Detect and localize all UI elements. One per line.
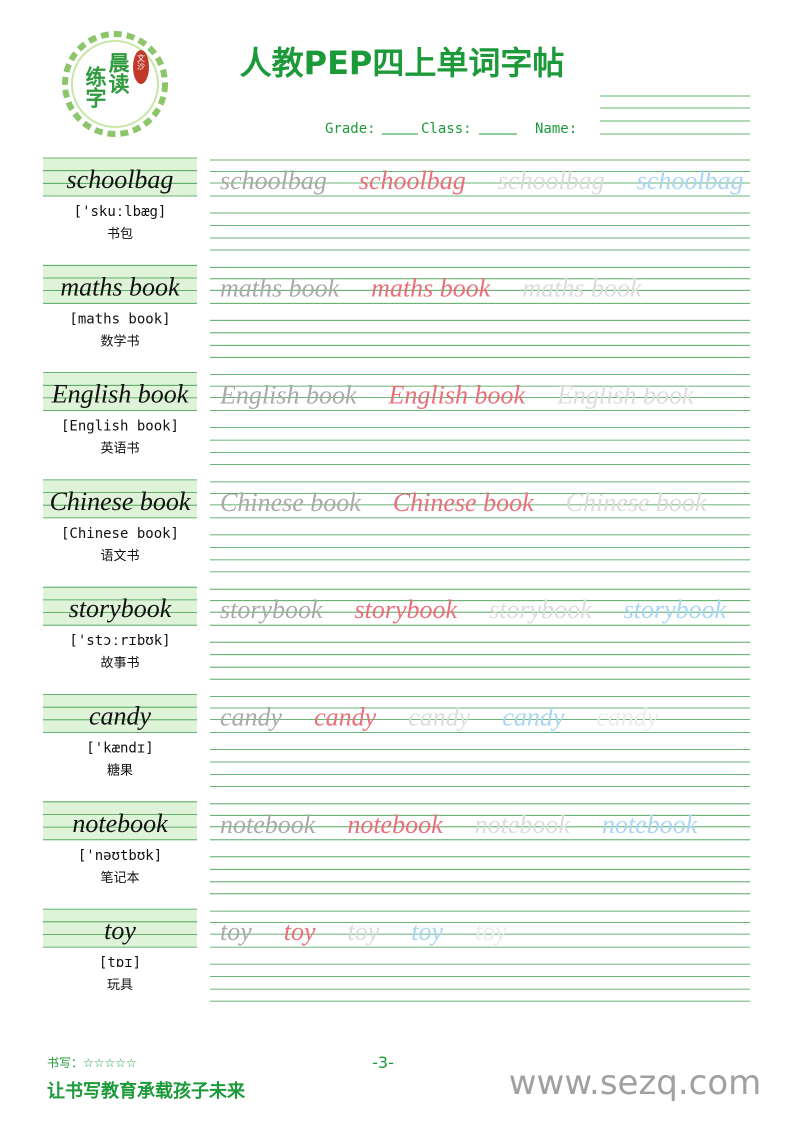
rating: 书写：☆☆☆☆☆ bbox=[47, 1056, 137, 1070]
meaning: 故事书 bbox=[100, 656, 139, 671]
word-band bbox=[43, 265, 197, 304]
trace-word: notebook bbox=[220, 810, 316, 839]
meaning: 书包 bbox=[107, 227, 133, 242]
meaning: 玩具 bbox=[107, 978, 133, 993]
trace-word: schoolbag bbox=[220, 166, 327, 195]
meaning: 语文书 bbox=[100, 549, 139, 564]
logo-ring bbox=[71, 40, 159, 128]
trace-word: toy bbox=[411, 917, 443, 946]
word-band bbox=[43, 587, 197, 626]
phonetic: [tɒɪ] bbox=[99, 955, 141, 971]
phonetic: ['nəʊtbʊk] bbox=[78, 848, 162, 864]
phonetic: ['stɔːrɪbʊk] bbox=[69, 633, 170, 649]
trace-word: schoolbag bbox=[359, 166, 466, 195]
logo-text: 练字 bbox=[83, 65, 107, 108]
trace-word: English book bbox=[219, 381, 357, 410]
logo-text: 晨读 bbox=[106, 52, 130, 95]
logo-badge-bg bbox=[133, 50, 149, 84]
word: notebook bbox=[72, 809, 168, 838]
meaning: 笔记本 bbox=[100, 870, 139, 886]
trace-word: storybook bbox=[489, 595, 592, 624]
class-label: Class: bbox=[421, 121, 472, 137]
trace-word: maths book bbox=[220, 273, 340, 302]
trace-word: maths book bbox=[371, 273, 491, 302]
phonetic: ['skuːlbæg] bbox=[74, 204, 167, 220]
website: www.sezq.com bbox=[509, 1063, 762, 1103]
name-label: Name: bbox=[535, 121, 577, 137]
phonetic: [English book] bbox=[61, 419, 179, 435]
word: Chinese book bbox=[50, 487, 191, 516]
logo-wreath bbox=[62, 31, 168, 137]
word: maths book bbox=[60, 272, 180, 301]
trace-word: candy bbox=[314, 703, 377, 732]
meaning: 英语书 bbox=[100, 442, 139, 457]
trace-word: maths book bbox=[522, 273, 642, 302]
phonetic: [Chinese book] bbox=[61, 526, 179, 542]
trace-word: Chinese book bbox=[220, 488, 361, 517]
name-lines bbox=[600, 95, 750, 135]
phonetic: [maths book] bbox=[69, 311, 170, 327]
trace-word: candy bbox=[408, 703, 471, 732]
trace-word: Chinese book bbox=[566, 488, 707, 517]
meaning: 糖果 bbox=[107, 763, 133, 779]
trace-word: English book bbox=[556, 381, 694, 410]
word: storybook bbox=[69, 594, 172, 623]
trace-word: schoolbag bbox=[498, 166, 605, 195]
page-number: -3- bbox=[372, 1053, 394, 1072]
word: candy bbox=[89, 702, 152, 731]
trace-word: Chinese book bbox=[393, 488, 534, 517]
logo: 晨读 练字 文沙 bbox=[62, 31, 168, 137]
trace-word: storybook bbox=[624, 595, 727, 624]
trace-word: toy bbox=[220, 917, 252, 946]
phonetic: ['kændɪ] bbox=[86, 741, 153, 757]
trace-word: storybook bbox=[355, 595, 458, 624]
word-band bbox=[43, 479, 197, 518]
slogan: 让书写教育承载孩子未来 bbox=[47, 1080, 246, 1102]
grade-label: Grade: bbox=[325, 121, 376, 137]
trace-word: schoolbag bbox=[637, 166, 744, 195]
trace-word: candy bbox=[596, 703, 659, 732]
logo-badge: 文沙 bbox=[137, 53, 146, 70]
word: schoolbag bbox=[67, 165, 174, 194]
word-band bbox=[43, 372, 197, 411]
trace-word: toy bbox=[284, 917, 316, 946]
title: 人教PEP四上单词字帖 bbox=[240, 44, 565, 82]
word: toy bbox=[104, 916, 136, 945]
trace-word: storybook bbox=[220, 595, 323, 624]
meaning: 数学书 bbox=[100, 333, 139, 349]
trace-word: English book bbox=[388, 381, 526, 410]
word: English book bbox=[51, 380, 189, 409]
trace-word: candy bbox=[502, 703, 565, 732]
word-band bbox=[43, 694, 197, 733]
word-band bbox=[43, 158, 197, 196]
trace-word: notebook bbox=[347, 810, 443, 839]
trace-word: candy bbox=[220, 703, 283, 732]
trace-word: toy bbox=[348, 917, 380, 946]
trace-word: notebook bbox=[475, 810, 571, 839]
trace-word: notebook bbox=[602, 810, 698, 839]
trace-word: toy bbox=[475, 917, 507, 946]
word-band bbox=[43, 909, 197, 948]
word-band bbox=[43, 801, 197, 840]
